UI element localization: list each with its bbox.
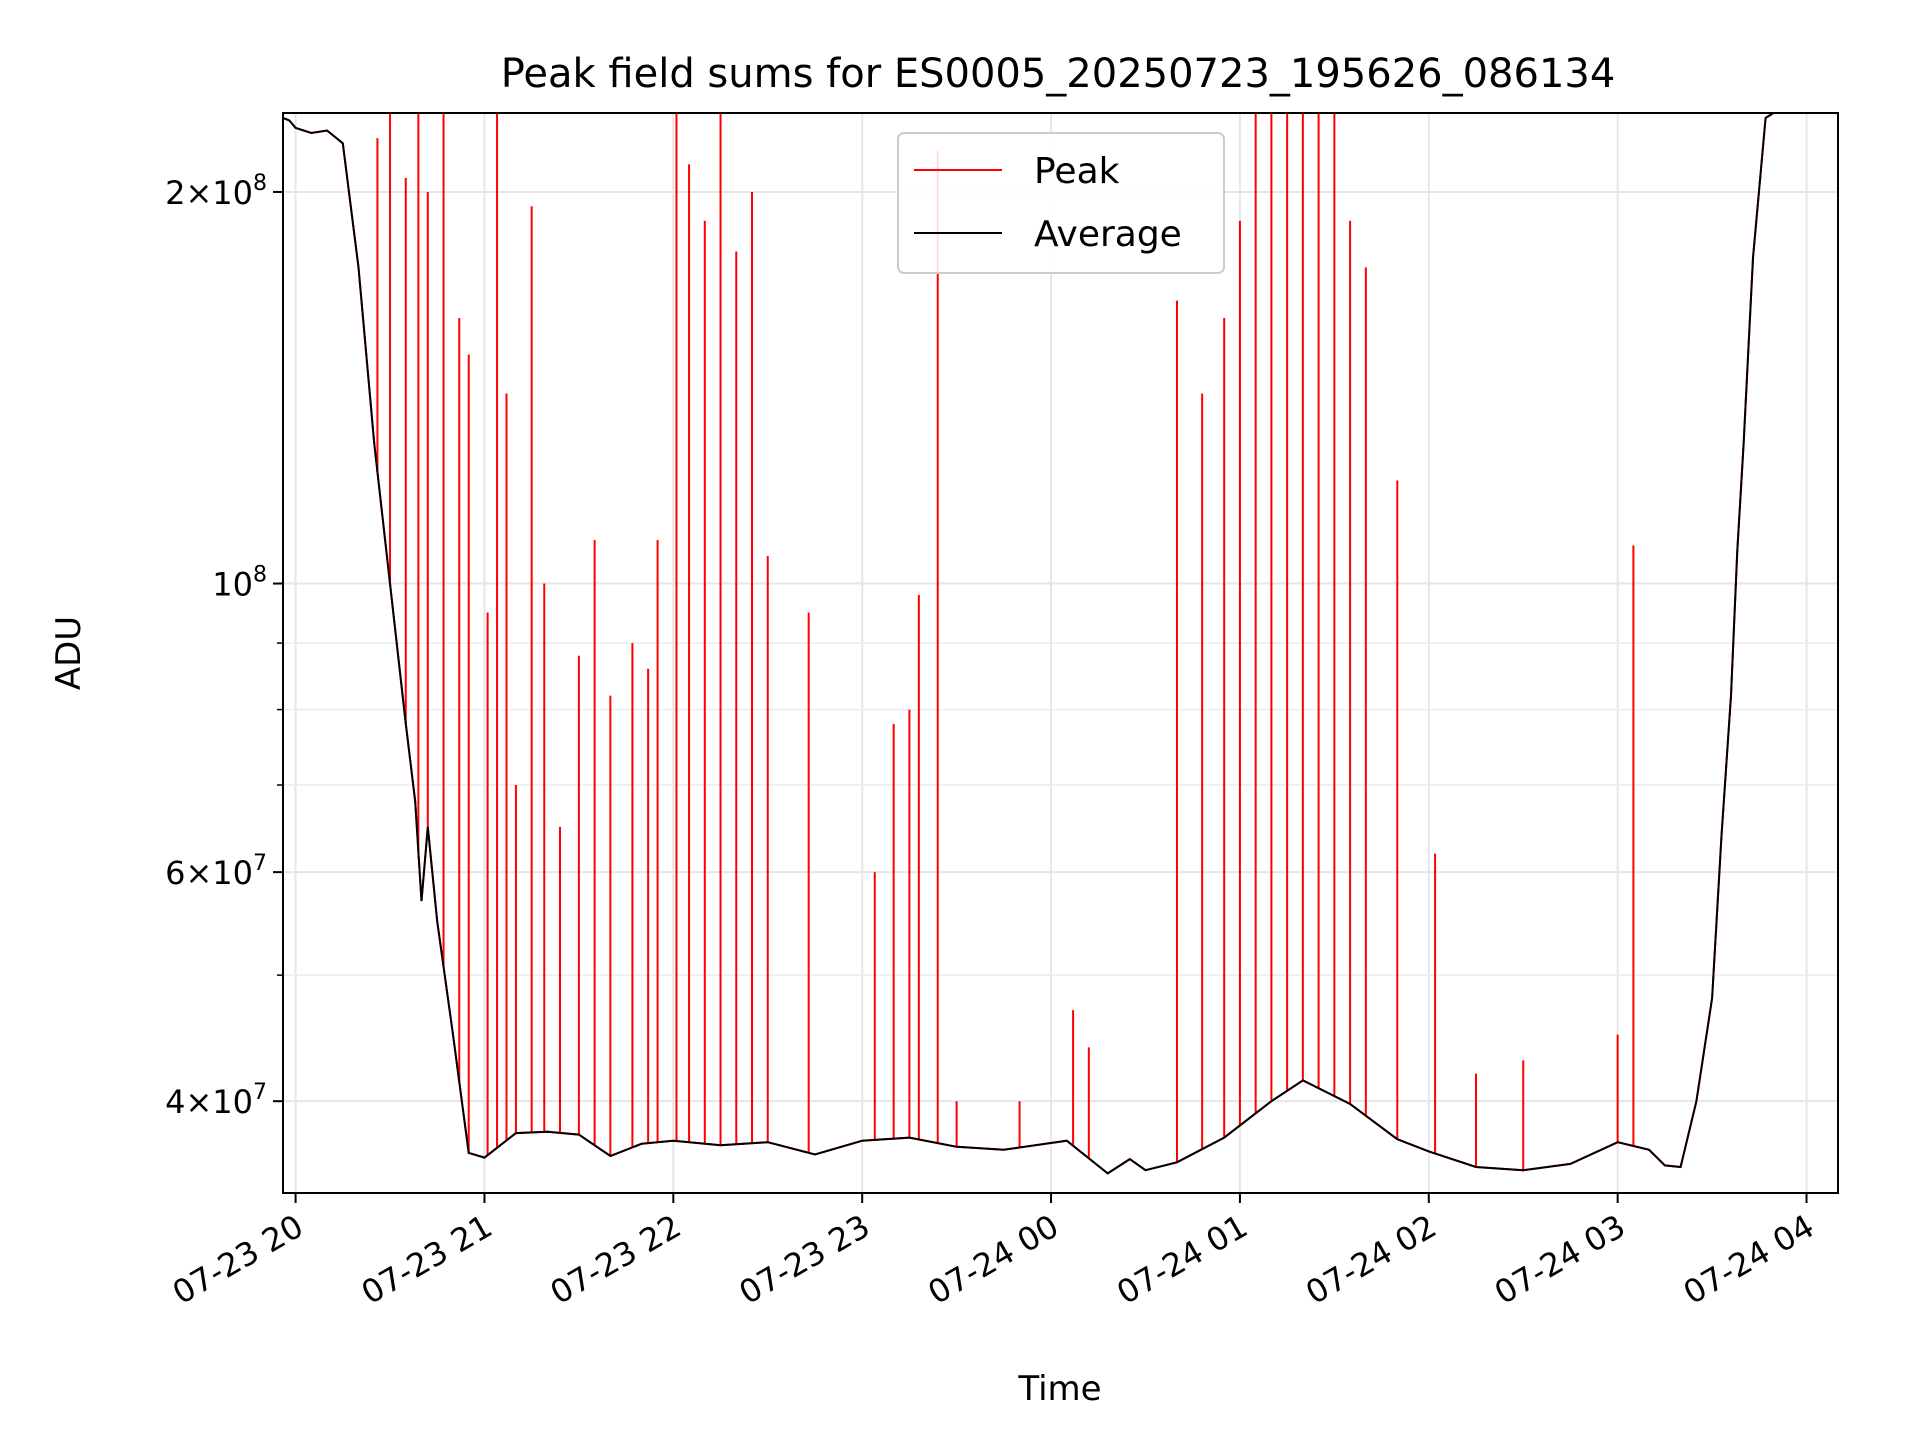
y-tick-label: 4×107 — [165, 1080, 267, 1121]
axes-frame — [282, 112, 1839, 1194]
series-average — [283, 113, 1776, 1175]
series-peak — [283, 113, 1776, 1175]
plot-area — [283, 113, 1776, 1175]
y-axis-ticks: 4×107 6×107 108 2×108 — [165, 171, 283, 1121]
grid-lines — [283, 113, 1838, 1193]
x-axis-label: Time — [1017, 1369, 1101, 1409]
legend-label-peak: Peak — [1034, 151, 1120, 192]
average-line — [283, 113, 1776, 1175]
y-axis-label: ADU — [49, 616, 89, 690]
y-tick-label: 2×108 — [165, 171, 267, 212]
chart-title: Peak field sums for ES0005_20250723_1956… — [501, 51, 1616, 97]
y-tick-label: 6×107 — [165, 851, 267, 892]
legend-box — [897, 132, 1225, 274]
y-tick-label: 108 — [212, 563, 267, 604]
legend-label-average: Average — [1034, 214, 1182, 255]
legend: Peak Average — [897, 132, 1225, 274]
